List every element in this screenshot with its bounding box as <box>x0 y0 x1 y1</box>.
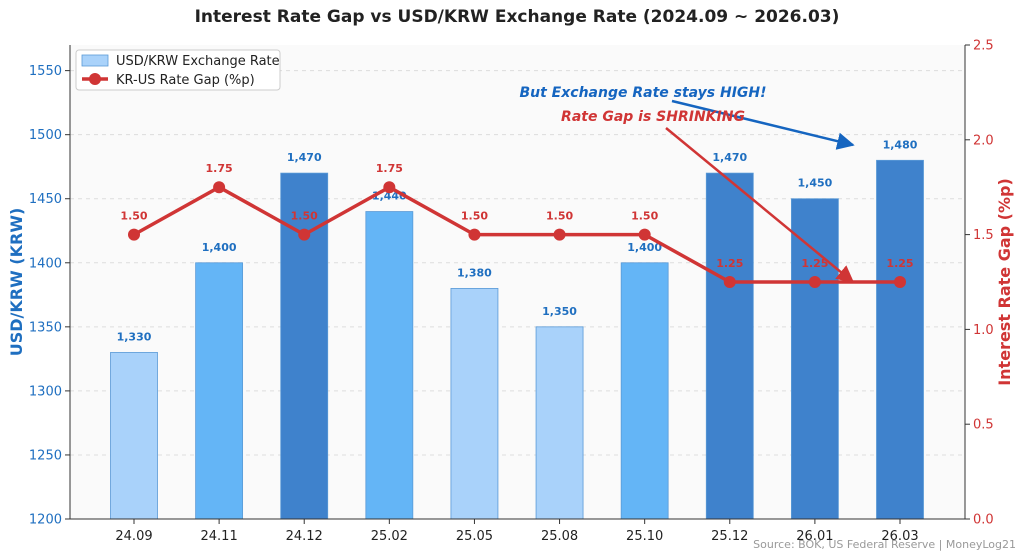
x-tick-label: 25.08 <box>541 529 578 544</box>
line-value-label: 1.50 <box>631 210 658 223</box>
left-tick-label: 1500 <box>29 128 62 143</box>
annotation-arrow <box>671 99 855 150</box>
left-tick-label: 1450 <box>29 192 62 207</box>
line-value-label: 1.50 <box>291 210 318 223</box>
line-point <box>213 181 226 194</box>
bar-value-label: 1,330 <box>117 330 152 343</box>
x-tick-label: 25.12 <box>711 529 748 544</box>
line-value-label: 1.25 <box>716 257 743 270</box>
x-tick-label: 25.10 <box>626 529 663 544</box>
line-value-label: 1.75 <box>376 162 403 175</box>
x-tick-label: 24.09 <box>115 529 152 544</box>
bar-value-label: 1,400 <box>627 241 662 254</box>
annotation-text: But Exchange Rate stays HIGH! <box>519 85 766 101</box>
bar-value-label: 1,380 <box>457 266 492 279</box>
right-axis-title: Interest Rate Gap (%p) <box>995 178 1014 386</box>
bar-value-label: 1,480 <box>883 138 918 151</box>
x-tick-label: 25.02 <box>371 529 408 544</box>
line-value-label: 1.50 <box>120 210 147 223</box>
right-tick-label: 0.0 <box>973 513 994 528</box>
bar-value-label: 1,450 <box>797 177 832 190</box>
line-value-label: 1.25 <box>886 257 913 270</box>
bar <box>705 172 754 520</box>
left-tick-label: 1550 <box>29 64 62 79</box>
left-tick-label: 1350 <box>29 320 62 335</box>
line-point <box>298 228 311 241</box>
annotation-text: Rate Gap is SHRINKING <box>561 109 745 125</box>
bar-value-label: 1,470 <box>712 151 747 164</box>
legend-box <box>75 49 281 91</box>
x-tick-label: 26.01 <box>796 529 833 544</box>
right-tick-label: 2.0 <box>973 133 994 148</box>
annotation-arrow <box>665 127 855 284</box>
x-tick-label: 26.03 <box>881 529 918 544</box>
bar <box>450 288 499 520</box>
line-value-label: 1.50 <box>461 210 488 223</box>
right-tick-label: 1.5 <box>973 228 994 243</box>
line-point <box>894 276 906 288</box>
line-point <box>723 276 736 288</box>
bar <box>195 262 244 520</box>
bar-value-label: 1,350 <box>542 305 577 318</box>
line-point <box>553 228 566 241</box>
bar <box>790 198 839 520</box>
line-value-label: 1.50 <box>546 210 573 223</box>
bar <box>365 211 414 520</box>
left-tick-label: 1300 <box>29 384 62 399</box>
legend-bar-label: USD/KRW Exchange Rate <box>116 54 280 69</box>
left-tick-label: 1200 <box>29 513 62 528</box>
x-tick-label: 24.11 <box>201 529 238 544</box>
left-tick-label: 1250 <box>29 448 62 463</box>
bar <box>876 159 924 520</box>
left-axis-title: USD/KRW (KRW) <box>7 208 26 357</box>
left-tick-label: 1400 <box>29 256 62 271</box>
line-point <box>808 276 821 288</box>
bar <box>110 352 158 520</box>
line-point <box>128 228 140 241</box>
chart-title: Interest Rate Gap vs USD/KRW Exchange Ra… <box>195 7 840 27</box>
x-tick-label: 24.12 <box>286 529 323 544</box>
bar <box>620 262 669 520</box>
bar <box>535 326 584 520</box>
legend-bar-swatch <box>81 54 109 67</box>
bar-value-label: 1,400 <box>202 241 237 254</box>
line-value-label: 1.25 <box>801 257 828 270</box>
legend-line-marker <box>89 73 101 85</box>
source-note: Source: BOK, US Federal Reserve | MoneyL… <box>753 538 1016 551</box>
line-point <box>468 228 481 241</box>
line-point <box>383 181 396 194</box>
x-tick-label: 25.05 <box>456 529 493 544</box>
right-tick-label: 1.0 <box>973 323 994 338</box>
legend-line-label: KR-US Rate Gap (%p) <box>116 73 255 88</box>
line-point <box>638 228 651 241</box>
rate-gap-line <box>133 185 900 284</box>
line-value-label: 1.75 <box>206 162 233 175</box>
right-tick-label: 2.5 <box>973 39 994 54</box>
bar-value-label: 1,470 <box>287 151 322 164</box>
right-tick-label: 0.5 <box>973 418 994 433</box>
